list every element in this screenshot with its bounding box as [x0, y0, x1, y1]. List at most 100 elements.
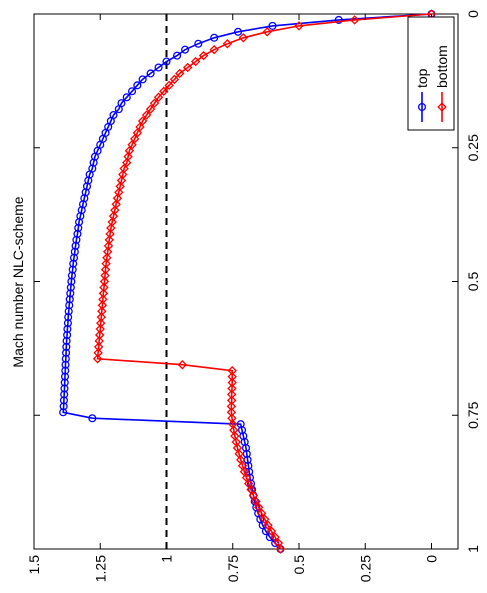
data-point — [226, 395, 237, 406]
x-tick-label: 0.25 — [465, 134, 481, 161]
data-point — [59, 396, 68, 405]
data-point — [75, 218, 84, 227]
data-point — [169, 74, 180, 85]
data-point — [128, 87, 137, 96]
data-point — [59, 402, 68, 411]
data-point — [71, 241, 80, 250]
data-point — [234, 27, 243, 36]
data-point — [60, 372, 70, 381]
y-tick-label: 0 — [424, 555, 440, 563]
data-point — [67, 271, 76, 280]
data-point — [73, 229, 82, 238]
data-point — [270, 532, 280, 542]
data-point — [222, 39, 233, 49]
data-point — [61, 360, 70, 369]
data-point — [61, 354, 70, 363]
data-point — [162, 57, 171, 66]
data-point — [101, 258, 111, 269]
data-point — [251, 496, 261, 507]
data-point — [145, 104, 156, 114]
data-point — [127, 140, 137, 150]
data-point — [149, 98, 160, 108]
data-point — [181, 45, 190, 54]
data-point — [182, 62, 193, 73]
data-point — [96, 318, 106, 328]
data-point — [245, 467, 254, 476]
data-point — [227, 383, 237, 394]
data-point — [141, 110, 152, 120]
data-point — [173, 51, 182, 60]
data-point — [69, 253, 79, 262]
legend: top bottom — [407, 16, 455, 131]
data-point — [69, 259, 78, 268]
data-point — [100, 270, 110, 281]
data-point — [153, 92, 164, 102]
data-point — [135, 122, 145, 132]
data-point — [59, 408, 68, 417]
data-point — [209, 44, 219, 55]
data-point — [65, 295, 74, 304]
data-point — [137, 116, 148, 126]
data-point — [97, 300, 108, 310]
data-point — [122, 93, 131, 102]
data-point — [256, 508, 267, 519]
data-point — [227, 371, 237, 382]
data-point — [154, 63, 163, 72]
y-tick-label: 1.25 — [92, 555, 108, 582]
y-tick-label: 1 — [159, 555, 175, 563]
series-line-top — [62, 13, 432, 550]
y-tick-label: 0.75 — [225, 555, 241, 582]
data-point — [175, 68, 185, 79]
data-point — [95, 330, 105, 340]
data-point — [60, 390, 69, 399]
data-point — [266, 526, 277, 536]
series-line-bottom — [96, 13, 432, 550]
data-point — [96, 312, 107, 322]
data-point — [268, 21, 277, 30]
legend-marker-bottom — [437, 102, 447, 112]
legend-box — [407, 16, 455, 131]
data-point — [198, 50, 209, 61]
legend-label-bottom: bottom — [434, 45, 450, 88]
data-point — [132, 128, 143, 138]
data-point — [227, 365, 237, 376]
data-point — [194, 39, 203, 48]
data-point — [63, 330, 72, 340]
data-point — [238, 33, 249, 43]
data-point — [248, 490, 259, 501]
data-point — [246, 479, 256, 488]
data-point — [241, 443, 251, 452]
chart-marks — [59, 9, 437, 554]
data-point — [260, 514, 270, 524]
data-point — [64, 307, 73, 316]
data-point — [94, 336, 104, 346]
data-point — [63, 325, 72, 334]
legend-label-top: top — [414, 68, 430, 88]
data-point — [100, 264, 111, 275]
data-point — [263, 520, 273, 530]
chart-title: Mach number NLC-scheme — [10, 196, 26, 367]
data-point — [275, 544, 286, 554]
data-point — [129, 134, 140, 144]
data-point — [334, 15, 343, 24]
x-tick-label: 0.75 — [465, 401, 481, 428]
data-point — [114, 105, 123, 114]
data-point — [62, 348, 71, 357]
chart-ticks: 0 0.25 0.5 0.75 1 0 0.25 0.5 0.75 1 1.25 1.5 — [26, 10, 481, 582]
data-point — [74, 223, 83, 233]
data-point — [98, 294, 108, 305]
data-point — [62, 342, 71, 351]
data-point — [60, 378, 69, 387]
data-point — [244, 461, 253, 470]
data-point — [67, 277, 76, 286]
data-point — [99, 282, 109, 293]
data-point — [63, 319, 72, 328]
data-point — [60, 384, 69, 393]
data-point — [66, 283, 75, 292]
data-point — [72, 235, 81, 244]
data-point — [99, 276, 110, 287]
data-point — [93, 342, 104, 352]
data-point — [226, 389, 237, 400]
data-point — [254, 502, 264, 513]
data-point — [133, 81, 142, 90]
